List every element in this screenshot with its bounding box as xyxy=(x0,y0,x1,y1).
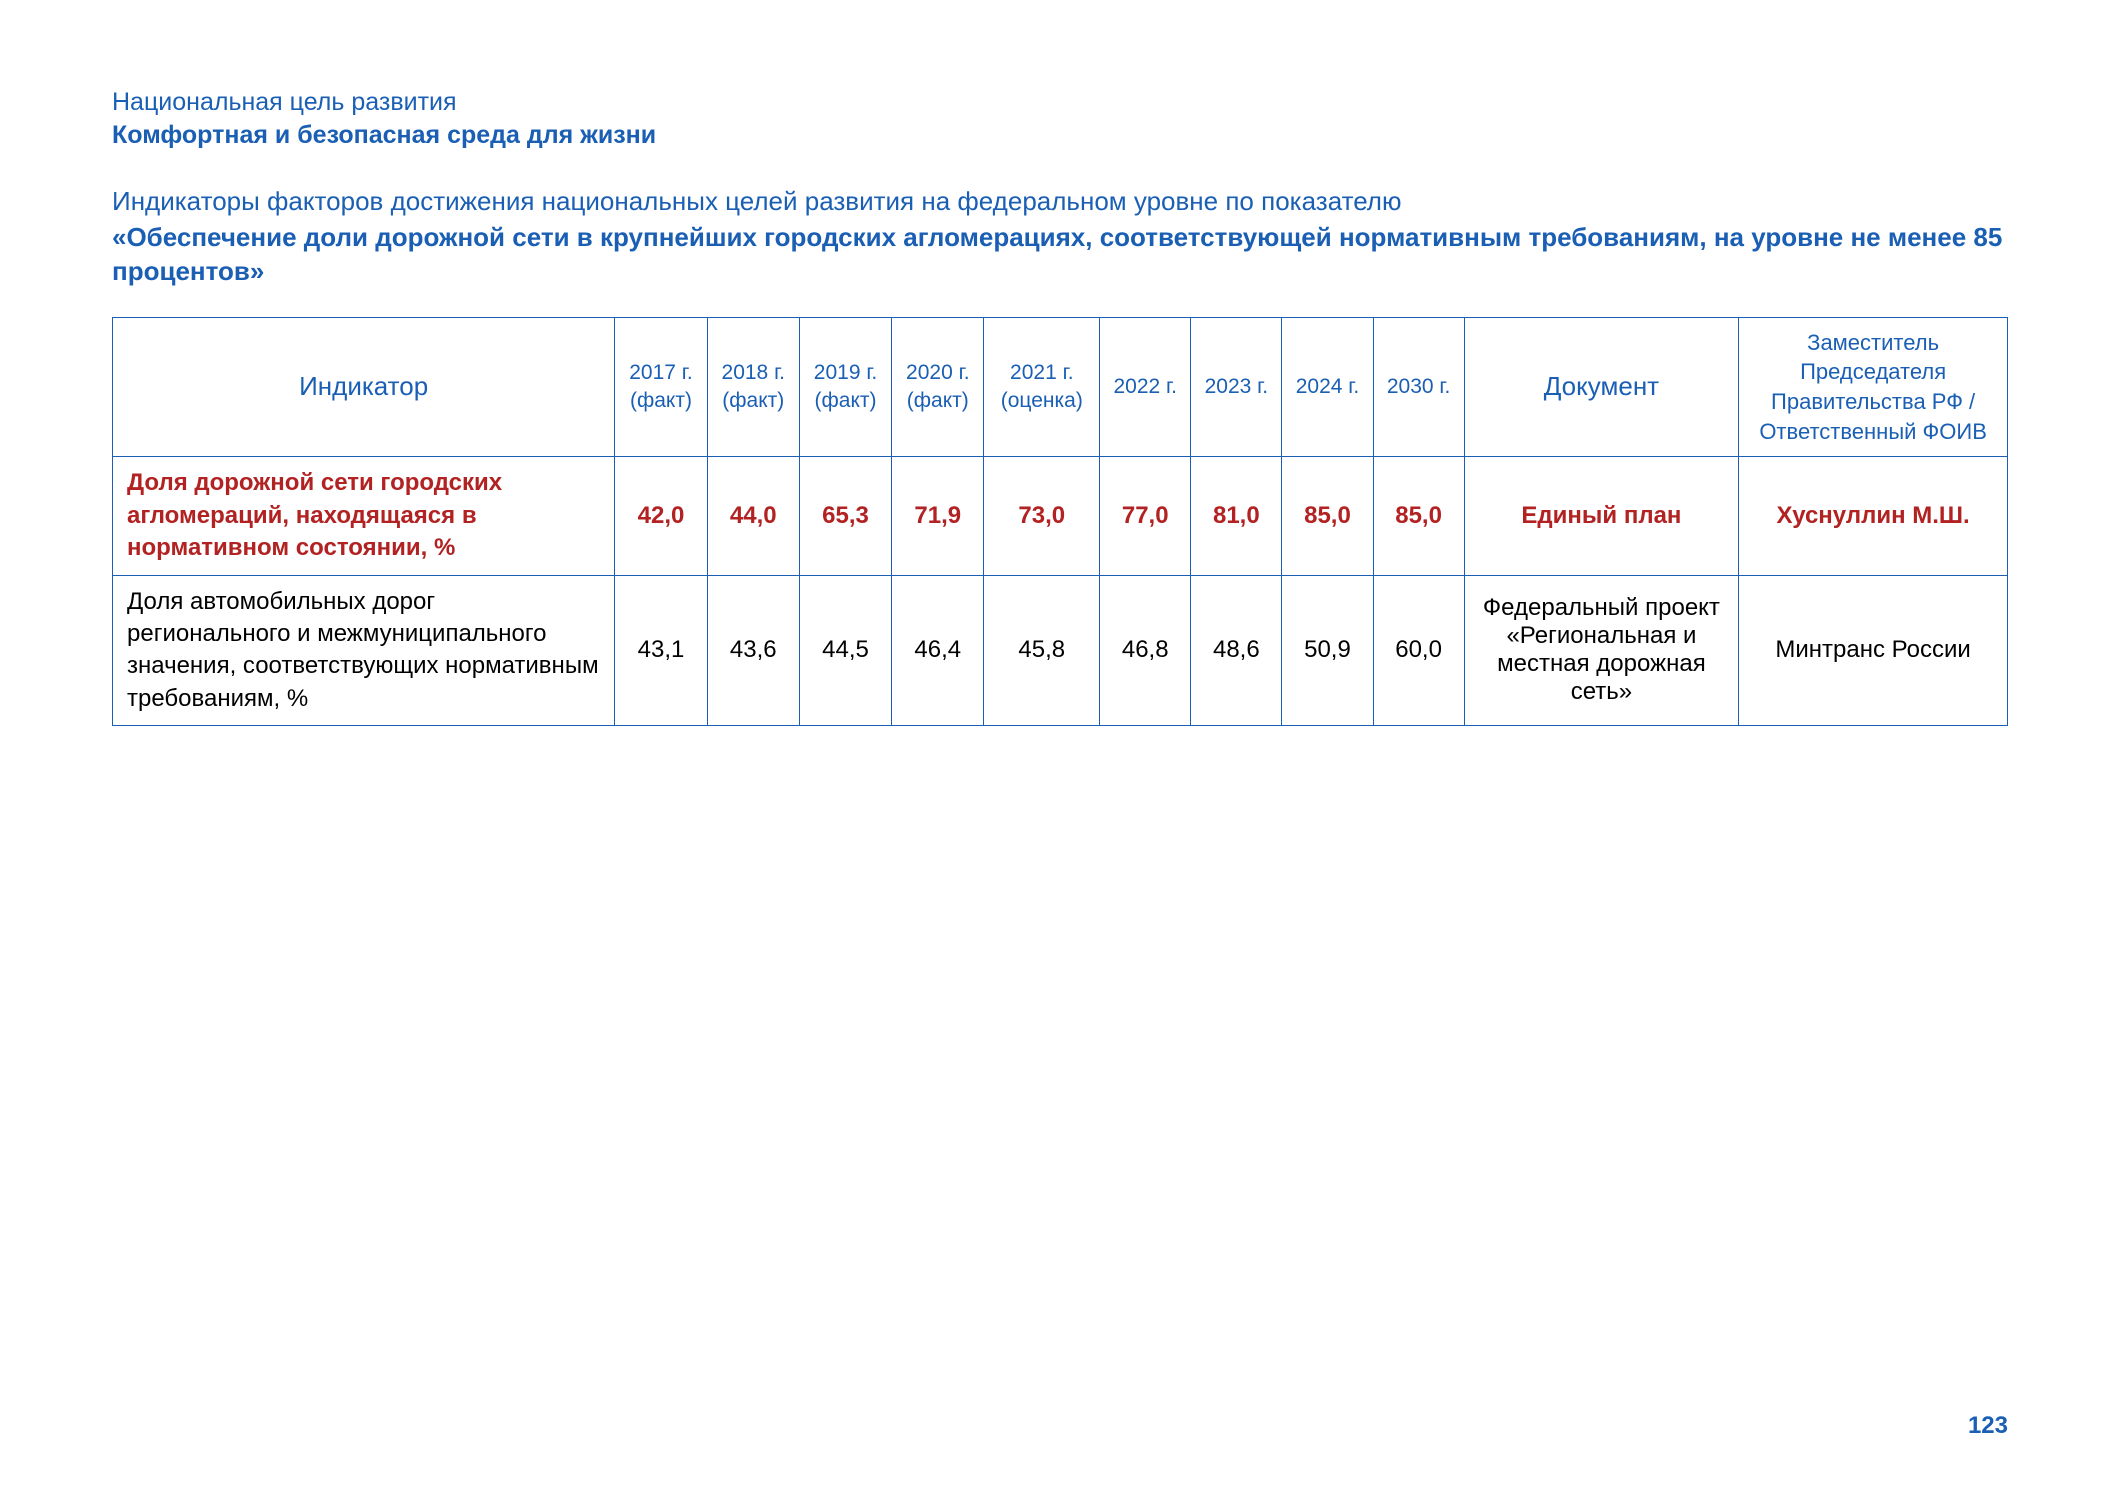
col-indicator: Индикатор xyxy=(113,317,615,457)
cell-value: 65,3 xyxy=(799,457,891,575)
col-2023: 2023 г. xyxy=(1191,317,1282,457)
table-row: Доля автомобильных дорог регионального и… xyxy=(113,575,2008,726)
col-document: Документ xyxy=(1464,317,1739,457)
page-number: 123 xyxy=(1968,1412,2008,1440)
cell-value: 73,0 xyxy=(984,457,1100,575)
col-2018: 2018 г. (факт) xyxy=(707,317,799,457)
cell-value: 42,0 xyxy=(615,457,707,575)
cell-value: 43,6 xyxy=(707,575,799,726)
cell-document: Федеральный проект «Региональная и местн… xyxy=(1464,575,1739,726)
cell-value: 46,4 xyxy=(892,575,984,726)
cell-value: 44,0 xyxy=(707,457,799,575)
cell-value: 81,0 xyxy=(1191,457,1282,575)
cell-responsible: Хуснуллин М.Ш. xyxy=(1739,457,2008,575)
cell-value: 85,0 xyxy=(1373,457,1464,575)
cell-value: 50,9 xyxy=(1282,575,1373,726)
table-row: Доля дорожной сети городских агломераций… xyxy=(113,457,2008,575)
cell-value: 44,5 xyxy=(799,575,891,726)
col-2019: 2019 г. (факт) xyxy=(799,317,891,457)
subheader-title: «Обеспечение доли дорожной сети в крупне… xyxy=(112,221,2008,289)
cell-indicator: Доля дорожной сети городских агломераций… xyxy=(113,457,615,575)
col-responsible: Заместитель Председателя Правительства Р… xyxy=(1739,317,2008,457)
cell-value: 71,9 xyxy=(892,457,984,575)
cell-value: 60,0 xyxy=(1373,575,1464,726)
cell-value: 77,0 xyxy=(1100,457,1191,575)
indicators-table: Индикатор 2017 г. (факт) 2018 г. (факт) … xyxy=(112,317,2008,726)
col-2021: 2021 г. (оценка) xyxy=(984,317,1100,457)
col-2022: 2022 г. xyxy=(1100,317,1191,457)
col-2017: 2017 г. (факт) xyxy=(615,317,707,457)
cell-value: 85,0 xyxy=(1282,457,1373,575)
col-2020: 2020 г. (факт) xyxy=(892,317,984,457)
subheader-label: Индикаторы факторов достижения националь… xyxy=(112,186,2008,217)
cell-value: 45,8 xyxy=(984,575,1100,726)
col-2030: 2030 г. xyxy=(1373,317,1464,457)
header-label: Национальная цель развития xyxy=(112,88,2008,117)
cell-value: 43,1 xyxy=(615,575,707,726)
cell-value: 48,6 xyxy=(1191,575,1282,726)
cell-indicator: Доля автомобильных дорог регионального и… xyxy=(113,575,615,726)
table-header-row: Индикатор 2017 г. (факт) 2018 г. (факт) … xyxy=(113,317,2008,457)
header-title: Комфортная и безопасная среда для жизни xyxy=(112,121,2008,150)
col-2024: 2024 г. xyxy=(1282,317,1373,457)
cell-responsible: Минтранс России xyxy=(1739,575,2008,726)
cell-value: 46,8 xyxy=(1100,575,1191,726)
cell-document: Единый план xyxy=(1464,457,1739,575)
